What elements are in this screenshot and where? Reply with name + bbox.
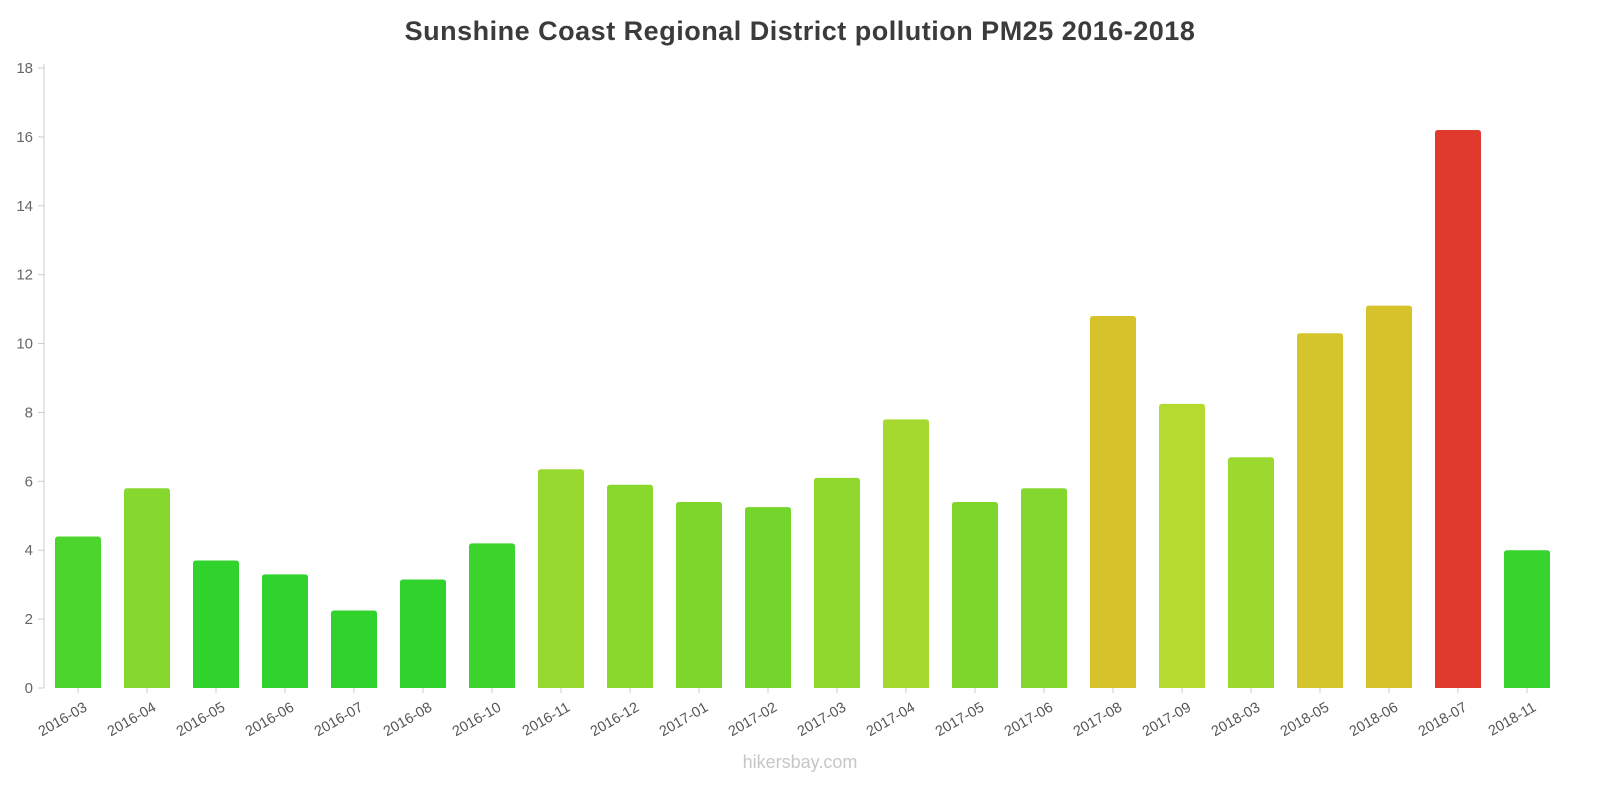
- bar-2016-07[interactable]: [331, 610, 377, 689]
- bar-2018-07[interactable]: [1435, 130, 1481, 688]
- bar-2016-12[interactable]: [607, 484, 653, 688]
- bar-2016-10[interactable]: [469, 543, 515, 688]
- y-tick-label: 4: [25, 542, 33, 559]
- y-axis: 0 2 4 6 8 10 12 14 16 18: [16, 60, 44, 697]
- x-tick-label-2017-03: 2017-03: [795, 700, 849, 740]
- x-tick-label-2016-05: 2016-05: [174, 700, 228, 740]
- bar-2018-05[interactable]: [1297, 333, 1343, 688]
- y-tick-label: 14: [16, 198, 33, 215]
- bar-2017-05[interactable]: [952, 502, 998, 688]
- y-tick-label: 2: [25, 611, 33, 628]
- bar-2016-11[interactable]: [538, 469, 584, 688]
- chart-area: 0 2 4 6 8 10 12 14 16 18 2016-03 2016-04 2016-05 2016…: [0, 58, 1600, 753]
- y-tick-label: 16: [16, 129, 33, 146]
- x-tick-label-2016-07: 2016-07: [312, 700, 366, 740]
- x-tick-label-2016-03: 2016-03: [36, 700, 90, 740]
- bar-2018-06[interactable]: [1366, 305, 1412, 688]
- bar-2016-05[interactable]: [193, 560, 239, 688]
- y-tick-label: 8: [25, 404, 33, 421]
- x-tick-label-2017-09: 2017-09: [1140, 700, 1194, 740]
- y-tick-label: 6: [25, 473, 33, 490]
- y-tick-label: 18: [16, 60, 33, 77]
- x-tick-label-2016-04: 2016-04: [105, 700, 159, 740]
- y-tick-label: 0: [25, 680, 33, 697]
- x-tick-label-2018-03: 2018-03: [1209, 700, 1263, 740]
- x-tick-label-2017-02: 2017-02: [726, 700, 780, 740]
- x-tick-label-2017-01: 2017-01: [657, 700, 711, 740]
- x-tick-label-2016-06: 2016-06: [243, 700, 297, 740]
- x-tick-label-2018-07: 2018-07: [1416, 700, 1470, 740]
- y-tick-label: 10: [16, 336, 33, 353]
- x-tick-label-2017-06: 2017-06: [1002, 700, 1056, 740]
- bar-2017-08[interactable]: [1090, 316, 1136, 688]
- x-tick-label-2018-06: 2018-06: [1347, 700, 1401, 740]
- bar-2018-03[interactable]: [1228, 457, 1274, 688]
- bar-2016-04[interactable]: [124, 488, 170, 688]
- chart-title: Sunshine Coast Regional District polluti…: [404, 16, 1196, 46]
- bar-2017-06[interactable]: [1021, 488, 1067, 688]
- bar-2017-03[interactable]: [814, 477, 860, 688]
- bar-2017-01[interactable]: [676, 502, 722, 688]
- x-tick-label-2018-11: 2018-11: [1486, 700, 1539, 740]
- x-tick-label-2016-11: 2016-11: [520, 700, 573, 740]
- x-tick-label-2018-05: 2018-05: [1278, 700, 1332, 740]
- x-tick-label-2017-08: 2017-08: [1071, 700, 1125, 740]
- x-tick-label-2017-05: 2017-05: [933, 700, 987, 740]
- x-tick-label-2016-10: 2016-10: [450, 700, 504, 740]
- y-tick-label: 12: [16, 267, 33, 284]
- bar-2018-11[interactable]: [1504, 550, 1550, 688]
- bars: [55, 130, 1550, 688]
- bar-2016-06[interactable]: [262, 574, 308, 688]
- bar-2016-08[interactable]: [400, 579, 446, 689]
- bar-2017-02[interactable]: [745, 507, 791, 688]
- bar-2016-03[interactable]: [55, 536, 101, 688]
- watermark-hikersbay: hikersbay.com: [742, 752, 858, 772]
- x-tick-label-2016-12: 2016-12: [588, 700, 642, 740]
- x-tick-label-2016-08: 2016-08: [381, 700, 435, 740]
- x-tick-label-2017-04: 2017-04: [864, 700, 918, 740]
- x-axis: 2016-03 2016-04 2016-05 2016-06 2016-07 2016-…: [36, 688, 1539, 740]
- bar-2017-09[interactable]: [1159, 403, 1205, 688]
- bar-2017-04[interactable]: [883, 419, 929, 688]
